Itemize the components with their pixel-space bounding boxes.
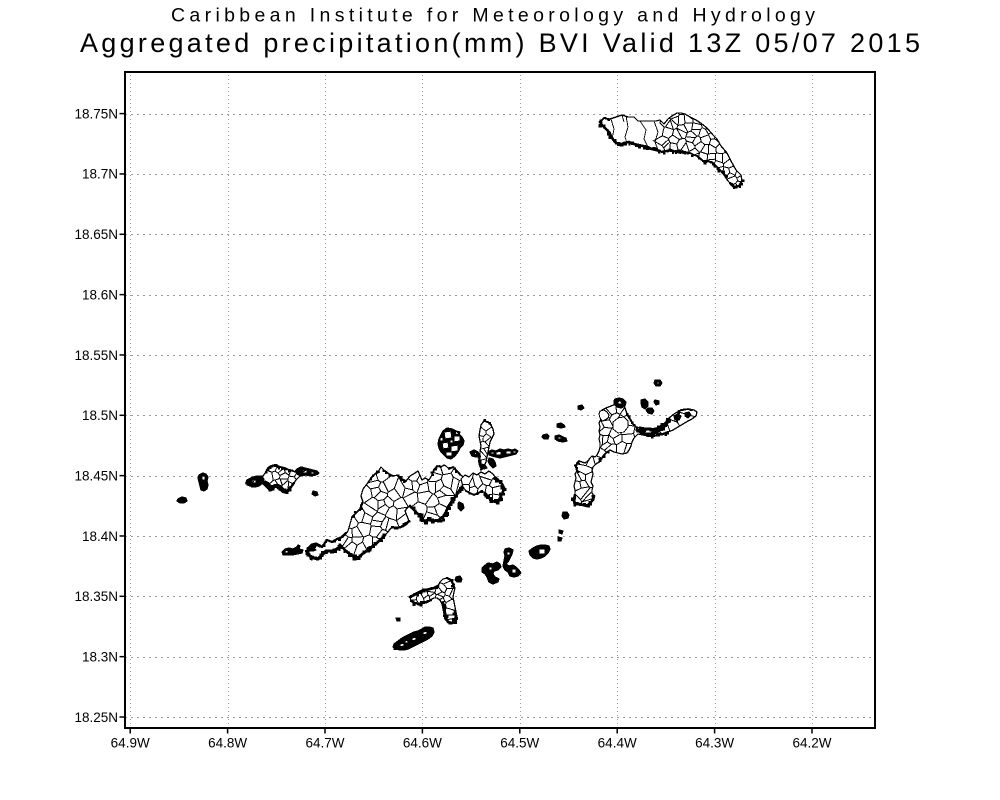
svg-text:18.3N: 18.3N <box>82 650 118 665</box>
svg-text:18.4N: 18.4N <box>82 529 118 544</box>
svg-text:64.6W: 64.6W <box>403 736 442 751</box>
svg-text:64.8W: 64.8W <box>208 736 247 751</box>
svg-text:Caribbean Institute for Meteor: Caribbean Institute for Meteorology and … <box>171 5 815 27</box>
svg-text:18.5N: 18.5N <box>82 408 118 423</box>
svg-text:64.5W: 64.5W <box>500 736 539 751</box>
svg-text:64.7W: 64.7W <box>305 736 344 751</box>
svg-text:64.2W: 64.2W <box>792 736 831 751</box>
svg-text:Aggregated precipitation(mm) B: Aggregated precipitation(mm) BVI Valid 1… <box>80 28 920 58</box>
svg-text:18.55N: 18.55N <box>74 348 118 363</box>
svg-text:64.9W: 64.9W <box>111 736 150 751</box>
svg-text:18.35N: 18.35N <box>74 589 118 604</box>
svg-text:18.6N: 18.6N <box>82 287 118 302</box>
svg-text:18.45N: 18.45N <box>74 468 118 483</box>
svg-text:18.25N: 18.25N <box>74 710 118 725</box>
svg-text:18.7N: 18.7N <box>82 167 118 182</box>
svg-text:64.3W: 64.3W <box>695 736 734 751</box>
svg-text:18.65N: 18.65N <box>74 227 118 242</box>
svg-text:18.75N: 18.75N <box>74 106 118 121</box>
svg-text:64.4W: 64.4W <box>598 736 637 751</box>
